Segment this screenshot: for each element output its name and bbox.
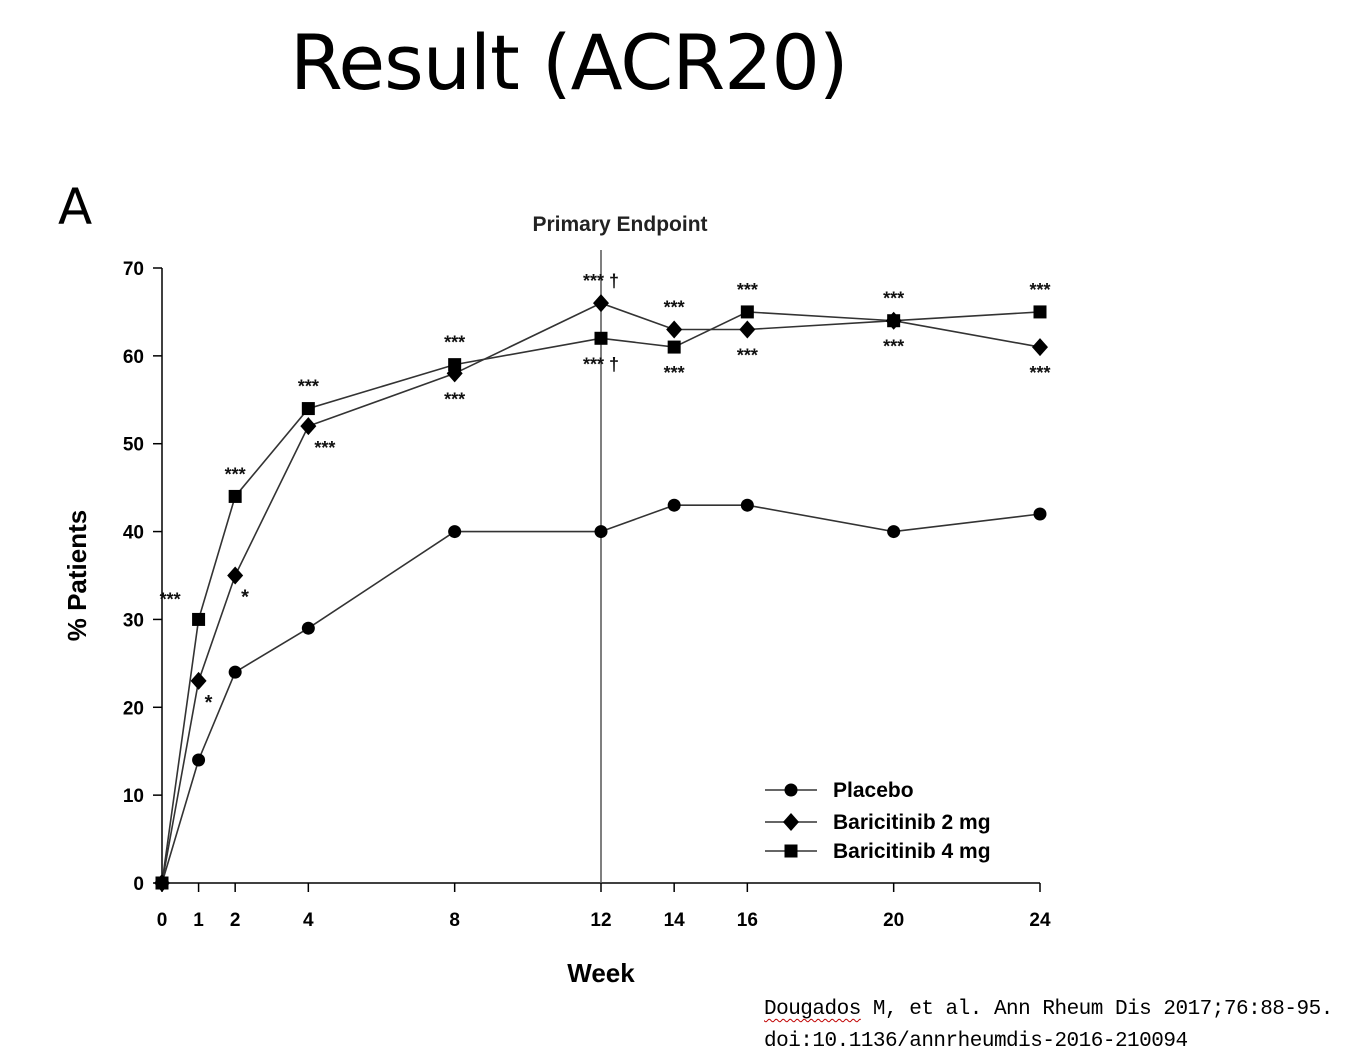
- chart-title: Primary Endpoint: [532, 213, 707, 236]
- y-tick-label: 0: [133, 874, 144, 895]
- citation-line-1: Dougados M, et al. Ann Rheum Dis 2017;76…: [764, 998, 1333, 1021]
- significance-label: ***: [314, 438, 335, 458]
- significance-label: ***: [444, 389, 465, 409]
- significance-label: ***: [444, 333, 465, 353]
- legend-marker-square: [784, 844, 798, 858]
- x-tick-label: 4: [303, 910, 314, 931]
- data-point-square: [228, 489, 242, 503]
- citation-author: Dougados: [764, 998, 861, 1021]
- x-tick-label: 24: [1029, 910, 1051, 931]
- data-point-diamond: [593, 294, 609, 313]
- significance-label: ***: [160, 589, 181, 609]
- data-point-square: [667, 340, 681, 354]
- series-line-circle: [161, 504, 1041, 884]
- data-point-circle: [228, 665, 242, 679]
- significance-label: *: [241, 587, 249, 609]
- data-point-square: [740, 305, 754, 319]
- data-point-circle: [448, 525, 462, 539]
- significance-label: ***: [225, 464, 246, 484]
- y-axis-label: % Patients: [62, 510, 92, 642]
- data-point-diamond: [1032, 338, 1048, 357]
- x-tick-label: 20: [883, 910, 904, 931]
- x-tick-label: 12: [590, 910, 611, 931]
- data-point-circle: [301, 621, 315, 635]
- significance-label: ***: [883, 289, 904, 309]
- series-line-square: [161, 311, 1041, 884]
- slide-title: Result (ACR20): [290, 18, 849, 107]
- x-axis-label: Week: [567, 958, 635, 988]
- significance-label: ***: [664, 363, 685, 383]
- y-tick-label: 30: [123, 610, 144, 631]
- legend-marker-circle: [784, 783, 798, 797]
- data-point-circle: [594, 525, 608, 539]
- panel-label: A: [58, 178, 93, 236]
- significance-label: ***: [737, 280, 758, 300]
- y-tick-label: 10: [123, 786, 144, 807]
- y-tick-label: 70: [123, 259, 144, 280]
- legend-marker-diamond: [783, 813, 799, 831]
- significance-label: *** †: [583, 271, 619, 291]
- data-point-diamond: [190, 671, 207, 690]
- significance-label: *: [205, 692, 213, 714]
- data-point-square: [192, 612, 206, 626]
- data-point-circle: [1033, 507, 1047, 521]
- data-point-square: [448, 358, 462, 372]
- data-point-square: [155, 876, 169, 890]
- data-point-circle: [887, 525, 901, 539]
- data-point-circle: [740, 498, 754, 512]
- significance-label: ***: [1029, 363, 1050, 383]
- series-line-diamond: [161, 302, 1041, 884]
- significance-label: ***: [737, 346, 758, 366]
- legend-label: Placebo: [833, 779, 914, 802]
- data-point-square: [594, 331, 608, 345]
- significance-label: ***: [883, 337, 904, 357]
- citation-doi: doi:10.1136/annrheumdis-2016-210094: [764, 1030, 1188, 1053]
- x-tick-label: 8: [449, 910, 460, 931]
- y-tick-label: 20: [123, 698, 144, 719]
- x-tick-label: 16: [737, 910, 758, 931]
- y-tick-label: 60: [123, 347, 144, 368]
- data-point-circle: [192, 753, 206, 767]
- data-point-circle: [667, 498, 681, 512]
- significance-label: ***: [1029, 280, 1050, 300]
- y-tick-label: 40: [123, 523, 144, 544]
- data-point-diamond: [666, 320, 683, 339]
- y-tick-label: 50: [123, 435, 144, 456]
- data-point-diamond: [739, 320, 756, 339]
- legend-label: Baricitinib 2 mg: [833, 811, 991, 834]
- data-point-diamond: [227, 566, 244, 585]
- significance-label: ***: [298, 377, 319, 397]
- x-tick-label: 2: [230, 910, 241, 931]
- data-point-square: [887, 314, 901, 328]
- significance-label: *** †: [583, 354, 619, 374]
- citation-reference: M, et al. Ann Rheum Dis 2017;76:88-95.: [860, 998, 1333, 1021]
- data-point-square: [1033, 305, 1047, 319]
- data-point-diamond: [300, 417, 317, 436]
- x-tick-label: 14: [664, 910, 686, 931]
- x-tick-label: 1: [193, 910, 204, 931]
- legend-label: Baricitinib 4 mg: [833, 840, 991, 863]
- data-point-square: [301, 402, 315, 416]
- significance-label: ***: [664, 298, 685, 318]
- x-tick-label: 0: [157, 910, 168, 931]
